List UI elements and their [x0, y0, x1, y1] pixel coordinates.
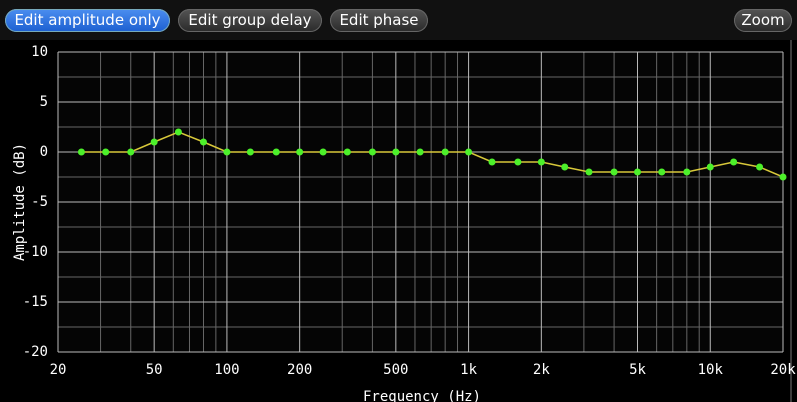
point: [488, 158, 496, 166]
y-tick-label: -10: [23, 244, 48, 260]
point: [756, 163, 764, 171]
zoom-button[interactable]: Zoom: [734, 9, 792, 32]
point: [537, 158, 545, 166]
button[interactable]: Edit amplitude only: [5, 9, 170, 32]
y-tick-label: -5: [31, 194, 48, 210]
point: [634, 168, 642, 176]
toolbar: Edit amplitude only Edit group delay Edi…: [0, 0, 797, 40]
point: [272, 148, 280, 156]
y-tick-label: -15: [23, 294, 48, 310]
chart: Amplitude (dB) Frequency (Hz) 20 50 100 200…: [12, 40, 796, 402]
point: [246, 148, 254, 156]
x-tick-label: 500: [383, 362, 408, 378]
point: [127, 148, 135, 156]
point: [416, 148, 424, 156]
point: [561, 163, 569, 171]
point: [585, 168, 593, 176]
point: [441, 148, 449, 156]
y-tick-label: 10: [31, 44, 48, 60]
point: [102, 148, 110, 156]
y-tick-label: 0: [40, 144, 48, 160]
point: [77, 148, 85, 156]
point: [465, 148, 473, 156]
point: [150, 138, 158, 146]
point: [392, 148, 400, 156]
point: [683, 168, 691, 176]
point: [223, 148, 231, 156]
y-axis-label: Amplitude (dB): [12, 143, 28, 261]
x-tick-label: 20k: [770, 362, 796, 378]
point: [658, 168, 666, 176]
x-tick-label: 2k: [533, 362, 550, 378]
point: [174, 128, 182, 136]
point: [514, 158, 522, 166]
x-axis-label: Frequency (Hz): [363, 389, 481, 402]
point: [779, 173, 787, 181]
point: [319, 148, 327, 156]
x-tick-label: 100: [214, 362, 239, 378]
x-tick-label: 50: [146, 362, 163, 378]
x-tick-label: 1k: [460, 362, 477, 378]
x-tick-label: 5k: [629, 362, 646, 378]
y-tick-label: -20: [23, 344, 48, 360]
x-tick-label: 200: [287, 362, 312, 378]
point: [296, 148, 304, 156]
button[interactable]: Edit group delay: [178, 9, 322, 32]
x-tick-label: 20: [50, 362, 67, 378]
point: [730, 158, 738, 166]
point: [343, 148, 351, 156]
point: [706, 163, 714, 171]
y-tick-label: 5: [40, 94, 48, 110]
button[interactable]: Edit phase: [330, 9, 428, 32]
point: [368, 148, 376, 156]
point: [199, 138, 207, 146]
line: [81, 131, 784, 178]
point: [610, 168, 618, 176]
x-tick-label: 10k: [698, 362, 724, 378]
